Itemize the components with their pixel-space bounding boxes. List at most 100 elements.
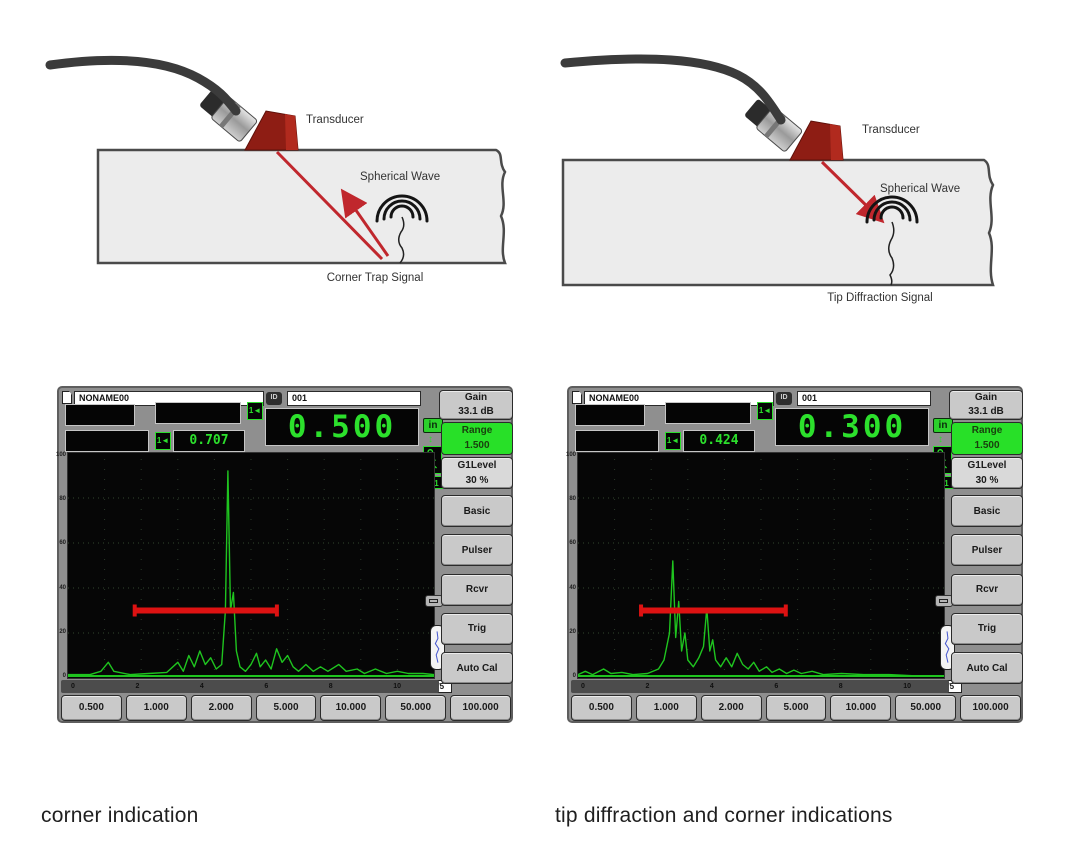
- menu-button[interactable]: Auto Cal: [951, 652, 1023, 684]
- menu-button[interactable]: Rcvr: [441, 573, 513, 606]
- x-axis-label: 0: [71, 683, 75, 690]
- gain-button[interactable]: Gain 33.1 dB: [949, 390, 1023, 420]
- preset-button[interactable]: 0.500: [61, 695, 122, 721]
- menu-button[interactable]: Trig: [441, 612, 513, 645]
- right-caption: tip diffraction and corner indications: [555, 804, 893, 827]
- menu-button[interactable]: Basic: [441, 495, 513, 527]
- wedge-highlight: [830, 124, 843, 160]
- a-scan-waveform: [68, 459, 435, 677]
- gate1-tag: 1◄: [155, 432, 171, 450]
- readout-box: [575, 404, 645, 426]
- preset-button[interactable]: 2.000: [700, 695, 762, 721]
- y-axis-label: 60: [569, 540, 576, 547]
- a-scan-area: [67, 452, 435, 679]
- preset-button[interactable]: 1.000: [125, 695, 187, 721]
- preset-button[interactable]: 5.000: [765, 695, 827, 721]
- crack-line: [398, 216, 405, 264]
- range-preset-row: 0.500 1.000 2.000 5.000 10.000 50.000 100.000: [61, 695, 512, 721]
- preset-button[interactable]: 5.000: [255, 695, 317, 721]
- y-axis-label: 100: [55, 452, 66, 458]
- gate1-tag: 1◄: [247, 402, 263, 420]
- crack-line: [888, 221, 895, 286]
- updown-arrow-icon: ↕: [428, 434, 433, 445]
- g1-label: G1Level: [967, 460, 1007, 471]
- spherical-wave-icon: [865, 195, 919, 224]
- x-axis-label: 6: [774, 683, 779, 690]
- y-axis-label: 100: [565, 452, 576, 458]
- x-axis-label: 2: [135, 683, 140, 690]
- cable: [560, 54, 786, 125]
- y-axis-label: 20: [569, 628, 576, 635]
- gain-value: 33.1 dB: [458, 406, 494, 417]
- readout-box: [65, 404, 135, 426]
- menu-column: Basic Pulser Rcvr Trig Auto Cal: [951, 495, 1023, 684]
- y-axis-label: 0: [62, 672, 66, 679]
- id-badge: ID: [776, 392, 792, 405]
- flaw-detector-screen: NONAME00 ID 001 1◄ 1◄ 0.707 0.500 in ↕ L…: [55, 386, 513, 723]
- range-button[interactable]: Range 1.500: [951, 422, 1023, 455]
- gain-button[interactable]: Gain 33.1 dB: [439, 390, 513, 420]
- range-button[interactable]: Range 1.500: [441, 422, 513, 455]
- readout-box: [665, 402, 751, 424]
- readout-box: [575, 430, 659, 452]
- y-axis-label: 60: [59, 540, 66, 547]
- preset-button[interactable]: 2.000: [190, 695, 252, 721]
- flaw-detector-screen: NONAME00 ID 001 1◄ 1◄ 0.424 0.300 in ↕ L…: [565, 386, 1023, 723]
- range-label: Range: [461, 425, 493, 436]
- readout-box: [155, 402, 241, 424]
- y-axis: 100 80 60 40 20 0: [565, 452, 576, 679]
- tip-diffraction-diagram: Transducer Spherical Wave Tip Diffractio…: [560, 54, 995, 304]
- y-axis-label: 0: [572, 672, 576, 679]
- preset-button[interactable]: 10.000: [830, 695, 892, 721]
- updown-arrow-icon: ↕: [938, 434, 943, 445]
- gain-value: 33.1 dB: [968, 406, 1004, 417]
- preset-button[interactable]: 50.000: [385, 695, 447, 721]
- transducer-connector: [200, 89, 258, 142]
- signal-label: Tip Diffraction Signal: [827, 292, 932, 304]
- x-axis-label: 8: [328, 683, 333, 690]
- main-measurement: 0.500: [265, 408, 419, 446]
- y-axis-label: 80: [569, 496, 576, 503]
- gate1-level-button[interactable]: G1Level 30 %: [441, 457, 513, 489]
- x-axis-strip: 0 2 4 6 8 10: [61, 680, 439, 693]
- menu-button[interactable]: Trig: [951, 612, 1023, 645]
- preset-button[interactable]: 10.000: [320, 695, 382, 721]
- gain-label: Gain: [464, 392, 488, 403]
- y-axis-label: 40: [59, 584, 66, 591]
- preset-button[interactable]: 100.000: [960, 695, 1022, 721]
- range-value: 1.500: [974, 440, 1000, 451]
- y-axis: 100 80 60 40 20 0: [55, 452, 66, 679]
- preset-button[interactable]: 100.000: [450, 695, 512, 721]
- left-caption: corner indication: [41, 804, 199, 827]
- gate1-level-button[interactable]: G1Level 30 %: [951, 457, 1023, 489]
- menu-button[interactable]: Pulser: [441, 534, 513, 567]
- x-axis-label: 4: [199, 683, 204, 690]
- preset-button[interactable]: 0.500: [571, 695, 632, 721]
- y-axis-label: 40: [569, 584, 576, 591]
- corner-trap-diagram: Transducer Spherical Wave Corner Trap Si…: [45, 55, 507, 284]
- unit-tag: in: [423, 418, 443, 433]
- x-axis-label: 2: [645, 683, 650, 690]
- spherical-wave-label: Spherical Wave: [360, 171, 440, 183]
- range-label: Range: [971, 425, 1003, 436]
- preset-button[interactable]: 50.000: [895, 695, 957, 721]
- g1-value: 30 %: [465, 475, 489, 486]
- spherical-wave-icon: [375, 194, 429, 223]
- file-icon: [572, 391, 582, 404]
- signal-label: Corner Trap Signal: [327, 272, 424, 284]
- spherical-wave-label: Spherical Wave: [880, 183, 960, 195]
- menu-button[interactable]: Auto Cal: [441, 652, 513, 684]
- x-axis-label: 8: [838, 683, 843, 690]
- preset-button[interactable]: 1.000: [635, 695, 697, 721]
- id-value-field: 001: [287, 391, 421, 406]
- transducer-label: Transducer: [306, 114, 364, 126]
- gate1-tag: 1◄: [757, 402, 773, 420]
- menu-button[interactable]: Basic: [951, 495, 1023, 527]
- menu-button[interactable]: Rcvr: [951, 573, 1023, 606]
- menu-button[interactable]: Pulser: [951, 534, 1023, 567]
- g1-label: G1Level: [457, 460, 497, 471]
- beam-reflected: [340, 188, 390, 257]
- aux-measurement: 0.707: [173, 430, 245, 452]
- test-block: [96, 148, 507, 265]
